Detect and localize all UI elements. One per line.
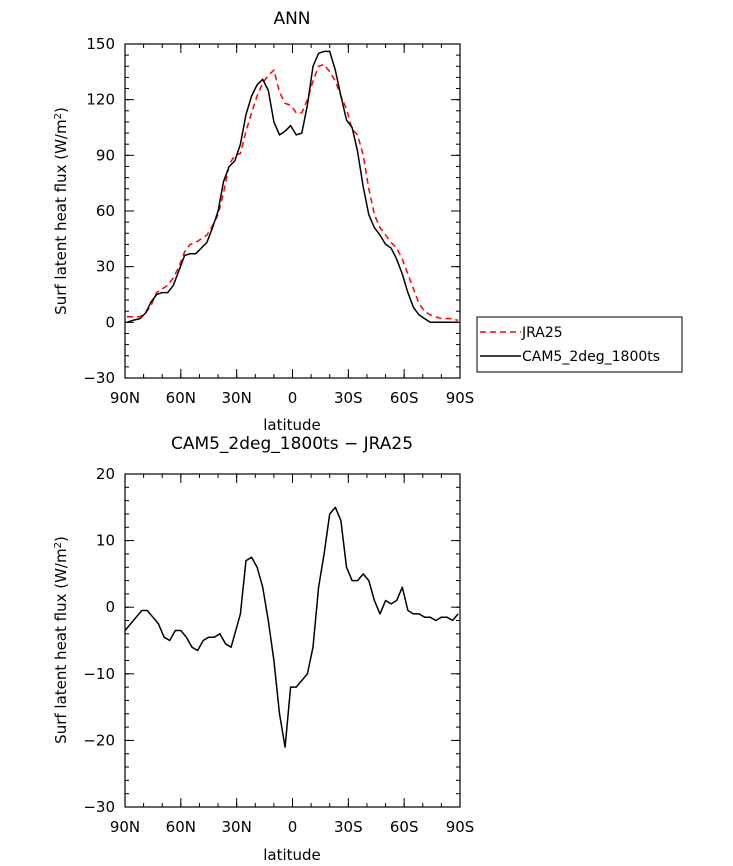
bottom-plot-frame <box>124 473 461 808</box>
bottom-y-tick-label: 20 <box>96 465 115 483</box>
bottom-y-axis-label-text: Surf latent heat flux (W/m <box>52 548 70 743</box>
top-x-tick-label: 90N <box>110 389 140 407</box>
bottom-x-tick-label: 90S <box>446 818 475 836</box>
bottom-x-tick-label: 30N <box>222 818 252 836</box>
top-y-axis-label-sup: 2 <box>53 113 64 119</box>
top-chart-title: ANN <box>273 9 310 29</box>
bottom-x-tick-label: 30S <box>334 818 363 836</box>
bottom-y-axis-label-end: ) <box>52 536 70 542</box>
top-y-tick-label: 30 <box>96 258 115 276</box>
top-y-axis-label-text: Surf latent heat flux (W/m <box>52 119 70 314</box>
bottom-chart-title: CAM5_2deg_1800ts − JRA25 <box>171 434 413 454</box>
top-series-line-jra25 <box>126 63 459 322</box>
bottom-x-tick-label: 0 <box>288 818 298 836</box>
top-y-tick-label: 90 <box>96 146 115 164</box>
bottom-y-axis-label-sup: 2 <box>53 542 64 548</box>
bottom-plot-area: 90N 60N 30N 0 30S 60S 90S −30 −20 −10 0 10 20 <box>83 465 474 836</box>
bottom-y-tick-label: −10 <box>83 665 115 683</box>
legend-label-jra25: JRA25 <box>521 325 563 341</box>
top-y-tick-label: 120 <box>86 91 115 109</box>
top-x-tick-label: 30S <box>334 389 363 407</box>
top-y-axis-label-end: ) <box>52 107 70 113</box>
top-panel: ANN 90N 60N 30N 0 30S 60S 90S−300306090120150 … <box>52 9 474 434</box>
top-x-tick-label: 90S <box>446 389 475 407</box>
top-plot-area: 90N 60N 30N 0 30S 60S 90S −30 0 30 60 90 120 150 <box>83 35 474 407</box>
legend: JRA25 CAM5_2deg_1800ts <box>476 316 683 373</box>
bottom-y-axis-label: Surf latent heat flux (W/m2) <box>52 536 70 744</box>
top-y-tick-label: 150 <box>86 35 115 53</box>
bottom-x-tick-label: 60S <box>390 818 419 836</box>
top-x-tick-label: 30N <box>222 389 252 407</box>
bottom-x-tick-label: 90N <box>110 818 140 836</box>
bottom-y-tick-label: −20 <box>83 731 115 749</box>
top-x-tick-label: 60N <box>166 389 196 407</box>
bottom-series-line-diff-0 <box>124 506 459 748</box>
top-plot-frame <box>124 43 461 379</box>
legend-box <box>476 316 683 373</box>
bottom-y-tick-label: 10 <box>96 532 115 550</box>
top-y-tick-label: −30 <box>83 369 115 387</box>
bottom-y-tick-label: 0 <box>105 598 115 616</box>
legend-label-cam5: CAM5_2deg_1800ts <box>522 349 660 365</box>
top-y-tick-label: 0 <box>105 313 115 331</box>
top-y-axis-label: Surf latent heat flux (W/m2) <box>52 107 70 315</box>
bottom-y-tick-label: −30 <box>83 798 115 816</box>
top-series-line-cam5-2deg-1800ts <box>126 50 459 324</box>
top-x-tick-label: 60S <box>390 389 419 407</box>
bottom-x-axis-label: latitude <box>263 846 321 864</box>
top-x-axis-label: latitude <box>263 416 321 434</box>
top-x-tick-label: 0 <box>288 389 298 407</box>
bottom-x-tick-label: 60N <box>166 818 196 836</box>
bottom-panel: CAM5_2deg_1800ts − JRA25 90N 60N 30N 0 30S 60… <box>52 434 474 864</box>
top-y-tick-label: 60 <box>96 202 115 220</box>
